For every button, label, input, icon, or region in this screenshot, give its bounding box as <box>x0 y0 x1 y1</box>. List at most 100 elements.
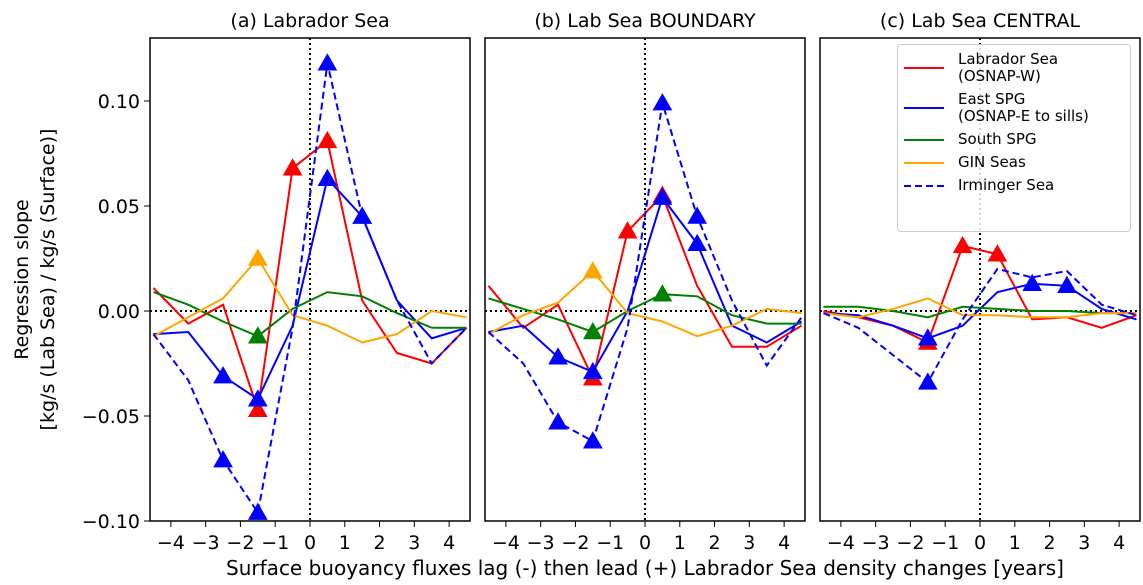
marker <box>213 450 233 468</box>
marker <box>582 261 603 279</box>
x-tick-label: −4 <box>827 532 855 554</box>
x-tick-label: 0 <box>974 532 986 554</box>
y-tick-label: 0.05 <box>98 196 140 218</box>
legend-entry: East SPG (OSNAP-E to sills) <box>902 91 1126 125</box>
y-tick-label: −0.10 <box>82 511 140 533</box>
legend-swatch <box>904 107 944 109</box>
marker <box>652 187 673 205</box>
marker <box>1022 273 1043 291</box>
y-axis-label: Regression slope <box>11 199 33 360</box>
legend-entry: South SPG <box>902 131 1126 148</box>
legend-entry: GIN Seas <box>902 154 1126 171</box>
marker <box>582 431 603 449</box>
marker <box>582 361 603 380</box>
x-tick-label: −3 <box>192 532 220 554</box>
y-tick-label: −0.05 <box>82 406 140 428</box>
x-tick-label: 4 <box>778 532 790 554</box>
series-line <box>488 293 802 334</box>
x-tick-label: −2 <box>561 532 589 554</box>
x-tick-label: −3 <box>527 532 555 554</box>
legend-swatch <box>904 184 944 187</box>
x-tick-label: 2 <box>709 532 721 554</box>
x-tick-label: 4 <box>1113 532 1125 554</box>
x-tick-label: −4 <box>157 532 185 554</box>
axes-frame <box>819 37 1141 522</box>
marker <box>687 206 708 224</box>
panel-title: (b) Lab Sea BOUNDARY <box>534 10 756 32</box>
legend-entry: Irminger Sea <box>902 177 1126 194</box>
marker <box>317 53 338 71</box>
series-line <box>823 305 1137 319</box>
plot-area <box>485 38 805 521</box>
marker <box>548 347 568 365</box>
panel-title: (c) Lab Sea CENTRAL <box>880 10 1081 32</box>
x-tick-label: −1 <box>596 532 624 554</box>
legend-label: East SPG (OSNAP-E to sills) <box>958 90 1089 125</box>
marker <box>247 502 268 520</box>
legend-label: Irminger Sea <box>958 176 1055 194</box>
series-line <box>823 244 1137 344</box>
x-tick-label: 1 <box>674 532 686 554</box>
series-line <box>152 62 468 516</box>
plot-area <box>150 38 470 521</box>
legend-label: GIN Seas <box>958 153 1026 171</box>
marker <box>213 366 233 384</box>
x-tick-label: −2 <box>896 532 924 554</box>
marker <box>582 321 603 340</box>
x-tick-label: 1 <box>339 532 351 554</box>
marker <box>282 158 303 176</box>
marker <box>352 206 373 224</box>
series-line <box>488 269 802 338</box>
marker <box>917 328 938 346</box>
series-line <box>823 267 1137 384</box>
axes-frame <box>149 37 471 522</box>
legend: Labrador Sea (OSNAP-W) East SPG (OSNAP-E … <box>897 44 1131 232</box>
panel-title: (a) Labrador Sea <box>230 10 389 32</box>
x-tick-label: 1 <box>1009 532 1021 554</box>
marker <box>987 244 1008 262</box>
legend-label: Labrador Sea (OSNAP-W) <box>958 50 1059 85</box>
legend-label: South SPG <box>958 130 1037 148</box>
legend-swatch <box>904 67 944 69</box>
marker <box>652 284 673 302</box>
marker <box>548 412 568 430</box>
x-tick-label: 3 <box>743 532 755 554</box>
marker <box>247 399 268 417</box>
series-line <box>823 282 1137 340</box>
series-line <box>153 291 467 338</box>
legend-entry: Labrador Sea (OSNAP-W) <box>902 51 1126 85</box>
marker <box>317 168 338 186</box>
x-tick-label: −2 <box>226 532 254 554</box>
y-tick-label: 0.10 <box>98 91 140 113</box>
legend-swatch <box>904 138 944 141</box>
series-line <box>153 256 467 344</box>
x-tick-label: 2 <box>1044 532 1056 554</box>
legend-swatch <box>904 161 944 164</box>
series-line <box>487 102 803 443</box>
y-axis-label: [kg/s (Lab Sea) / kg/s (Surface)] <box>37 129 59 431</box>
x-tick-label: 0 <box>304 532 316 554</box>
x-tick-label: −4 <box>492 532 520 554</box>
axes-frame <box>484 37 806 522</box>
plot-area <box>820 38 1140 521</box>
x-axis-label: Surface buoyancy fluxes lag (-) then lea… <box>226 556 1064 580</box>
marker <box>652 93 673 111</box>
marker <box>617 221 638 239</box>
x-tick-label: 0 <box>639 532 651 554</box>
x-tick-label: 2 <box>374 532 386 554</box>
x-tick-label: 3 <box>408 532 420 554</box>
marker <box>247 326 268 344</box>
x-tick-label: −1 <box>931 532 959 554</box>
marker <box>687 233 708 252</box>
marker <box>317 130 338 149</box>
y-tick-label: 0.00 <box>98 301 140 323</box>
x-tick-label: 3 <box>1078 532 1090 554</box>
marker <box>952 235 973 254</box>
marker <box>1057 275 1077 294</box>
x-tick-label: −1 <box>261 532 289 554</box>
marker <box>247 248 268 266</box>
series-line <box>823 297 1137 319</box>
marker <box>247 389 268 407</box>
